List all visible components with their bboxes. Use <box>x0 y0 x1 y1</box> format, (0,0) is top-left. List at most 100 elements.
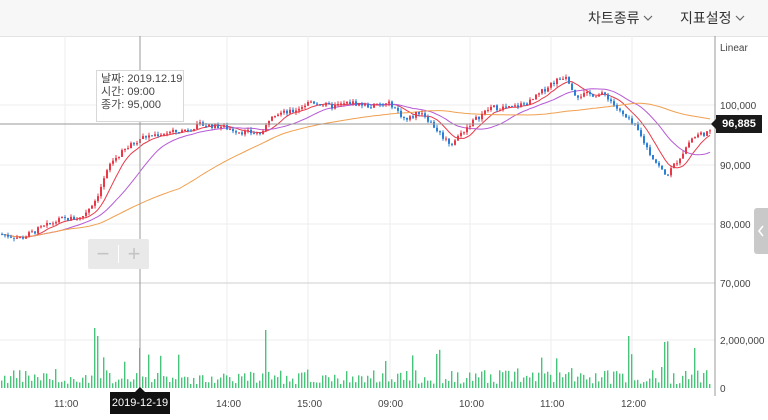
candle-body <box>355 101 357 106</box>
candle-body <box>136 143 138 145</box>
candle-body <box>607 94 609 100</box>
time-tick-label: 10:00 <box>459 399 484 410</box>
candle-body <box>112 160 114 164</box>
volume-bar <box>166 376 168 388</box>
candle-body <box>514 105 516 107</box>
volume-bar <box>388 381 390 388</box>
zoom-out-button[interactable]: − <box>96 241 110 266</box>
candle-body <box>334 104 336 109</box>
candle-body <box>562 78 564 80</box>
volume-bar <box>379 381 381 388</box>
candle-body <box>610 99 612 102</box>
volume-bar <box>88 382 90 388</box>
candle-body <box>700 132 702 135</box>
volume-bar <box>280 370 282 388</box>
candle-body <box>160 134 162 137</box>
zoom-control: − + <box>88 239 149 269</box>
candle-body <box>646 143 648 148</box>
candle-body <box>406 117 408 120</box>
candle-body <box>322 105 324 107</box>
candle-body <box>256 132 258 134</box>
volume-bar <box>583 374 585 388</box>
volume-bar <box>610 383 612 388</box>
candle-body <box>637 124 639 131</box>
volume-bar <box>556 358 558 388</box>
candle-body <box>328 103 330 105</box>
volume-bar <box>214 382 216 388</box>
volume-bar <box>676 383 678 388</box>
volume-bar <box>28 375 30 388</box>
candle-body <box>292 109 294 113</box>
volume-bar <box>265 330 267 388</box>
volume-bar <box>253 372 255 388</box>
chart-type-menu[interactable]: 차트종류 <box>588 8 653 28</box>
volume-bar <box>202 375 204 388</box>
candle-body <box>64 217 66 219</box>
candle-body <box>526 103 528 105</box>
volume-bar <box>247 380 249 388</box>
candle-body <box>85 212 87 216</box>
side-panel-toggle[interactable] <box>754 208 768 254</box>
volume-bar <box>319 382 321 388</box>
candle-body <box>208 124 210 127</box>
volume-bar <box>697 370 699 388</box>
volume-bar <box>289 381 291 388</box>
volume-bar <box>469 372 471 388</box>
volume-bar <box>580 373 582 388</box>
volume-bar <box>652 370 654 388</box>
zoom-divider <box>118 245 119 263</box>
candle-body <box>241 132 243 135</box>
volume-bar <box>505 370 507 388</box>
candle-body <box>505 106 507 108</box>
volume-bar <box>61 381 63 388</box>
volume-bar <box>304 372 306 388</box>
volume-bar <box>502 372 504 388</box>
volume-bar <box>658 382 660 388</box>
candle-body <box>304 105 306 108</box>
volume-bar <box>382 373 384 388</box>
ma-long-line <box>1 102 711 238</box>
volume-bar <box>622 373 624 388</box>
volume-bar <box>124 361 126 388</box>
candle-body <box>157 134 159 137</box>
zoom-in-button[interactable]: + <box>127 241 141 266</box>
candle-body <box>493 105 495 107</box>
candle-body <box>163 134 165 136</box>
volume-bar <box>232 381 234 388</box>
volume-bar <box>178 354 180 388</box>
candle-body <box>166 133 168 135</box>
candle-body <box>7 234 9 237</box>
volume-bar <box>157 372 159 388</box>
crosshair-date-tag: 2019-12-19 <box>110 387 170 414</box>
candle-body <box>574 89 576 96</box>
volume-bar <box>43 373 45 388</box>
indicator-settings-menu[interactable]: 지표설정 <box>680 8 745 28</box>
candle-body <box>655 159 657 163</box>
candle-body <box>226 125 228 130</box>
volume-bar <box>685 370 687 388</box>
volume-bar <box>208 382 210 388</box>
volume-bar <box>13 370 15 388</box>
volume-bar <box>97 336 99 388</box>
candle-body <box>61 217 63 219</box>
candle-body <box>706 131 708 136</box>
candle-body <box>409 116 411 120</box>
candle-body <box>349 101 351 105</box>
volume-bar <box>415 370 417 388</box>
volume-bar <box>241 376 243 388</box>
volume-bar <box>187 377 189 388</box>
volume-bar <box>397 373 399 388</box>
volume-bar <box>616 371 618 388</box>
candle-body <box>16 237 18 239</box>
volume-bar <box>511 381 513 388</box>
volume-bar <box>172 377 174 388</box>
candle-body <box>217 123 219 129</box>
volume-bar <box>7 382 9 388</box>
candle-body <box>616 105 618 109</box>
candle-body <box>133 143 135 145</box>
candle-body <box>175 129 177 133</box>
volume-bar <box>190 383 192 388</box>
candle-body <box>454 140 456 145</box>
volume-bar <box>592 383 594 388</box>
